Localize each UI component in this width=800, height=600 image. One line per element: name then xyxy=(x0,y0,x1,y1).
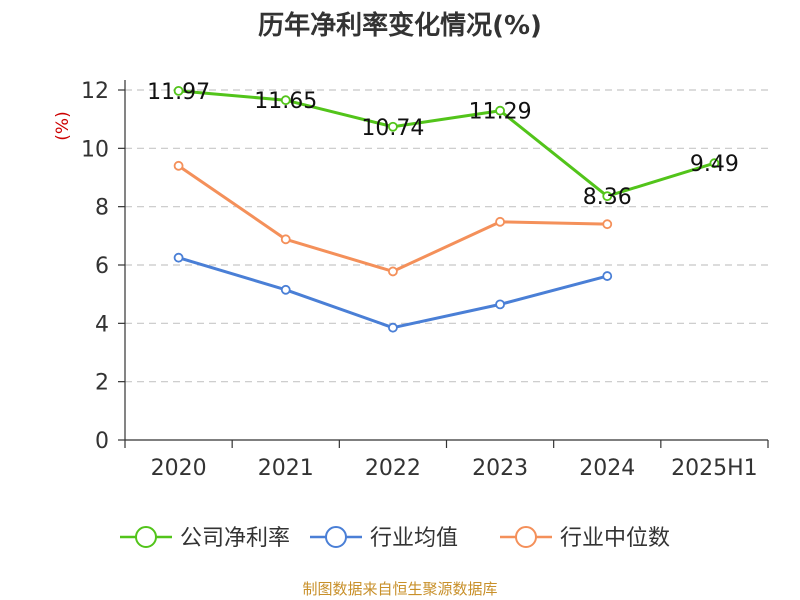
data-point xyxy=(173,160,184,171)
legend-marker xyxy=(515,526,537,548)
y-tick-label: 4 xyxy=(95,312,109,337)
data-point xyxy=(495,299,505,310)
x-tick-label: 2024 xyxy=(579,456,635,481)
x-tick-label: 2020 xyxy=(151,456,207,481)
legend-label: 行业均值 xyxy=(370,526,458,551)
data-point xyxy=(173,85,184,96)
legend-item: 行业中位数 xyxy=(500,526,670,551)
legend-marker xyxy=(325,526,347,548)
data-point xyxy=(495,216,505,227)
data-point xyxy=(495,105,505,116)
y-tick-label: 2 xyxy=(95,371,109,396)
data-point xyxy=(602,191,613,202)
series-2 xyxy=(173,160,613,277)
x-tick-label: 2025H1 xyxy=(671,456,758,481)
data-point xyxy=(280,234,291,245)
x-tick-label: 2022 xyxy=(365,456,421,481)
series-0 xyxy=(173,85,720,202)
y-tick-label: 8 xyxy=(95,196,109,221)
data-label: 9.49 xyxy=(690,152,739,177)
axes: 0 2 4 6 8 10 12 2020 2021 2022 2023 2024 2025H1 xyxy=(81,79,769,481)
data-point xyxy=(173,252,184,263)
source-note: 制图数据来自恒生聚源数据库 xyxy=(302,580,497,598)
legend-label: 公司净利率 xyxy=(180,526,290,551)
grid-lines xyxy=(125,89,768,383)
data-point xyxy=(388,121,398,132)
legend-item: 公司净利率 xyxy=(120,526,290,551)
data-label: 11.29 xyxy=(469,100,532,125)
legend-marker xyxy=(135,526,157,548)
data-label: 10.74 xyxy=(361,116,424,141)
y-tick-label: 0 xyxy=(95,429,109,454)
y-tick-label: 6 xyxy=(95,254,109,279)
legend-item: 行业均值 xyxy=(310,526,458,551)
data-point xyxy=(709,158,720,169)
x-tick-label: 2023 xyxy=(472,456,528,481)
data-labels: 11.97 11.65 10.74 11.29 8.36 9.49 xyxy=(147,80,739,210)
chart-title: 历年净利率变化情况(%) xyxy=(258,10,542,41)
data-point xyxy=(388,322,398,333)
data-label: 8.36 xyxy=(583,185,632,210)
data-point xyxy=(602,219,613,230)
legend: 公司净利率 行业均值 行业中位数 xyxy=(120,526,670,551)
data-label: 11.65 xyxy=(254,89,317,114)
series-layer xyxy=(173,85,720,333)
series-line xyxy=(178,89,715,198)
data-point xyxy=(280,95,291,106)
series-1 xyxy=(173,252,613,333)
data-point xyxy=(602,271,613,281)
data-label: 11.97 xyxy=(147,80,210,105)
legend-label: 行业中位数 xyxy=(560,526,670,551)
data-point xyxy=(280,284,291,295)
data-point xyxy=(388,266,398,277)
series-line xyxy=(177,164,608,273)
y-axis-unit: (%) xyxy=(53,111,73,140)
y-tick-label: 10 xyxy=(81,137,109,162)
y-tick-label: 12 xyxy=(81,79,109,104)
x-tick-label: 2021 xyxy=(258,456,314,481)
